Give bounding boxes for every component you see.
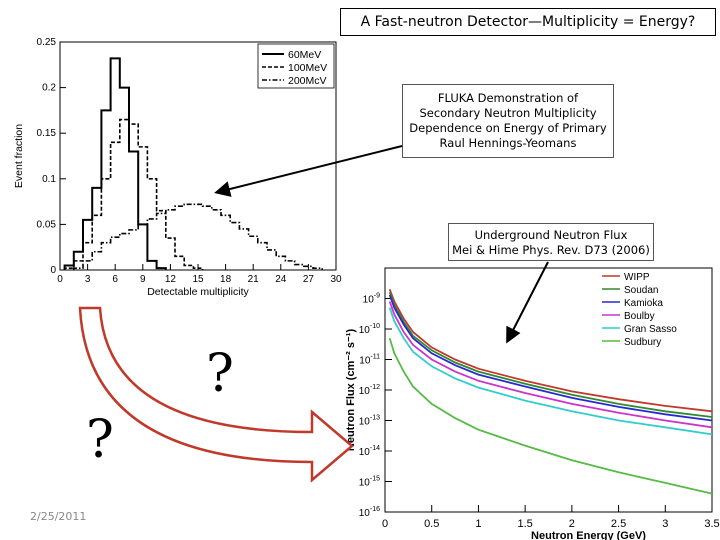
series-line	[388, 294, 713, 422]
y-tick-label: 0.25	[37, 37, 57, 48]
x-tick-label: 15	[192, 274, 204, 285]
x-tick-label: 0	[382, 518, 388, 530]
x-tick-label: 27	[303, 274, 315, 285]
legend-box	[257, 43, 335, 89]
y-tick-label: 0.1	[42, 174, 56, 185]
legend-label: 100MeV	[288, 62, 327, 74]
question-mark: ?	[206, 344, 234, 404]
x-tick-label: 9	[140, 274, 146, 285]
x-tick-label: 12	[165, 274, 177, 285]
x-tick-label: 6	[112, 274, 118, 285]
fluka-callout: FLUKA Demonstration of Secondary Neutron…	[402, 84, 614, 158]
legend-label: 60MeV	[288, 49, 321, 61]
y-tick-label: 0.15	[37, 128, 57, 139]
underground-callout: Underground Neutron Flux Mei & Hime Phys…	[448, 223, 654, 261]
underground-callout-line: Mei & Hime Phys. Rev. D73 (2006)	[452, 243, 650, 257]
x-tick-label: 1.5	[517, 518, 532, 530]
series-line	[63, 57, 167, 270]
legend-label: 200McV	[288, 75, 327, 87]
series-line	[73, 203, 323, 270]
series-line	[388, 337, 713, 495]
series-line	[63, 118, 204, 270]
series-line	[388, 288, 713, 413]
legend-label: Kamioka	[624, 298, 663, 309]
legend-label: Boulby	[624, 311, 655, 322]
y-axis-label: Event fraction	[13, 124, 25, 188]
x-tick-label: 24	[275, 274, 287, 285]
y-tick-label: 10-15	[359, 476, 380, 489]
y-tick-label: 0.05	[37, 219, 57, 230]
question-mark: ?	[86, 410, 114, 470]
underground-callout-line: Underground Neutron Flux	[474, 228, 628, 242]
x-axis-label: Detectable multiplicity	[147, 286, 249, 298]
y-tick-label: 10-9	[363, 293, 380, 306]
legend-label: Soudan	[624, 285, 658, 296]
y-tick-label: 10-12	[359, 384, 380, 397]
x-tick-label: 18	[220, 274, 232, 285]
x-tick-label: 3	[85, 274, 91, 285]
x-tick-label: 0	[57, 274, 63, 285]
y-tick-label: 10-10	[359, 323, 380, 336]
y-tick-label: 10-16	[359, 506, 380, 519]
series-line	[388, 307, 713, 436]
y-tick-label: 10-14	[359, 445, 380, 458]
multiplicity-chart: 0 3 6 9 12 15 18 21 24 27 30 0 0.05 0.1 0.15 0.2 0.25 Det…	[13, 37, 342, 298]
fluka-callout-line: Dependence on Energy of Primary	[409, 121, 607, 135]
x-tick-label: 21	[248, 274, 260, 285]
y-axis-label: Neutron Flux (cm⁻² s⁻¹)	[345, 329, 357, 452]
x-axis-label: Neutron Energy (GeV)	[531, 530, 646, 540]
neutron-flux-chart: 0 0.5 1 1.5 2 2.5 3 3.5 10-16 10-15 10-14 10-13 10-1…	[345, 267, 720, 540]
x-tick-label: 3	[662, 518, 668, 530]
y-tick-label: 0.2	[42, 83, 56, 94]
legend-label: Gran Sasso	[624, 324, 677, 335]
y-tick-label: 10-11	[359, 354, 380, 367]
y-tick-label: 0	[50, 265, 56, 276]
series-line	[388, 291, 713, 418]
fluka-callout-line: Raul Hennings-Yeomans	[439, 136, 577, 150]
y-tick-label: 10-13	[359, 415, 380, 428]
x-tick-label: 2.5	[611, 518, 626, 530]
x-tick-label: 0.5	[424, 518, 439, 530]
x-tick-label: 30	[330, 274, 342, 285]
fluka-callout-line: Secondary Neutron Multiplicity	[419, 106, 597, 120]
x-tick-label: 3.5	[704, 518, 719, 530]
legend-label: WIPP	[624, 272, 650, 283]
slide-title: A Fast-neutron Detector—Multiplicity = E…	[340, 8, 716, 36]
x-tick-label: 2	[569, 518, 575, 530]
fluka-callout-line: FLUKA Demonstration of	[437, 91, 579, 105]
x-tick-label: 1	[475, 518, 481, 530]
slide-date: 2/25/2011	[30, 510, 87, 523]
legend-label: Sudbury	[624, 337, 661, 348]
series-line	[388, 301, 713, 429]
